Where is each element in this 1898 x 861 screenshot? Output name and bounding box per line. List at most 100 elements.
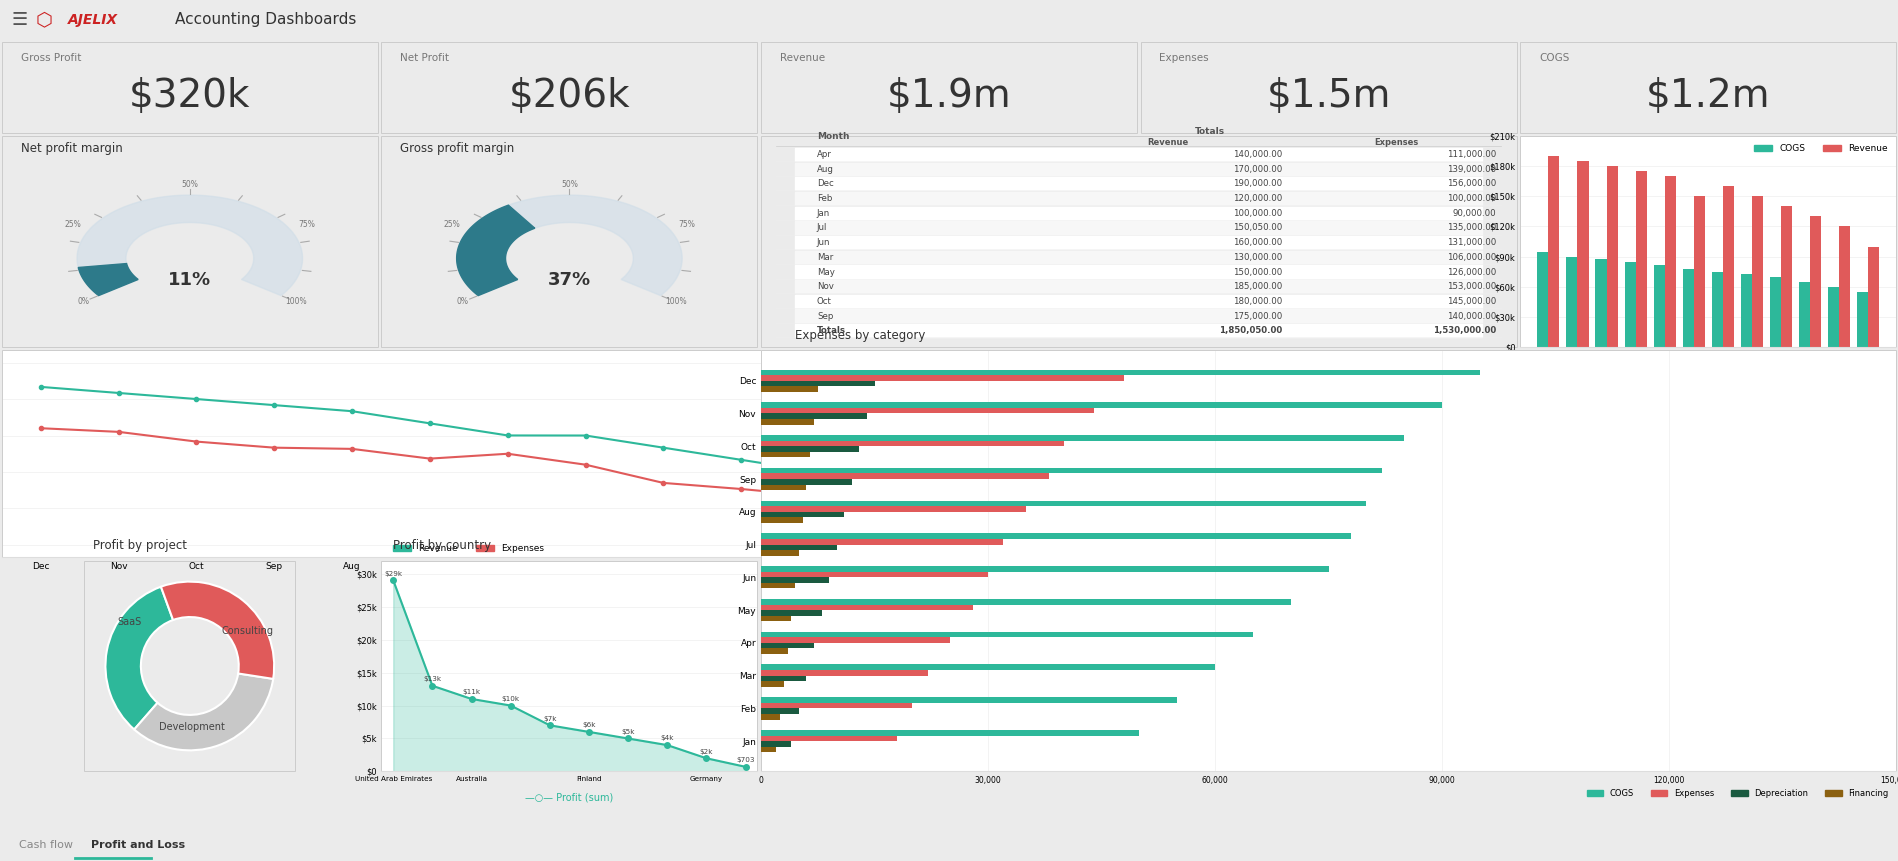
Expenses (262, 443, 285, 453)
Text: 106,000.00: 106,000.00 (1446, 253, 1496, 262)
Text: COGS: COGS (1539, 53, 1570, 63)
Text: Revenue: Revenue (780, 53, 826, 63)
Text: Mar: Mar (816, 253, 833, 262)
Bar (1811, 216, 1820, 347)
Text: Oct: Oct (816, 297, 831, 306)
Text: $29k: $29k (383, 571, 402, 577)
Polygon shape (78, 195, 302, 295)
Bar (761, 648, 788, 654)
Bar (1653, 264, 1665, 347)
Text: AJELIX: AJELIX (68, 13, 118, 27)
Polygon shape (457, 205, 535, 295)
Text: 1,530,000.00: 1,530,000.00 (1433, 326, 1496, 335)
Text: 25%: 25% (444, 220, 461, 229)
Bar (761, 604, 974, 610)
Bar (761, 599, 1291, 604)
Legend: COGS, Expenses, Depreciation, Financing: COGS, Expenses, Depreciation, Financing (1583, 785, 1892, 801)
Bar (761, 511, 845, 517)
Bar (761, 435, 1405, 441)
Revenue (495, 430, 518, 441)
Bar (1665, 177, 1676, 347)
Bar (761, 567, 1329, 572)
Text: Month: Month (816, 133, 850, 141)
Text: $6k: $6k (583, 722, 596, 728)
Text: 170,000.00: 170,000.00 (1232, 164, 1281, 174)
Text: Profit by project: Profit by project (93, 539, 186, 552)
Wedge shape (161, 582, 273, 678)
Bar (761, 413, 867, 419)
Expenses (28, 423, 51, 433)
Revenue (184, 393, 207, 404)
Text: $1.5m: $1.5m (1266, 77, 1391, 115)
Text: 130,000.00: 130,000.00 (1232, 253, 1281, 262)
Text: 156,000.00: 156,000.00 (1446, 179, 1496, 189)
Text: Revenue: Revenue (1146, 138, 1188, 147)
Bar (761, 714, 780, 720)
Bar (761, 387, 818, 392)
Text: 175,000.00: 175,000.00 (1232, 312, 1281, 320)
Text: Dec: Dec (816, 179, 833, 189)
Text: Totals: Totals (816, 326, 847, 335)
Bar (1799, 282, 1811, 347)
Text: Sep: Sep (816, 312, 833, 320)
Text: 190,000.00: 190,000.00 (1232, 179, 1281, 189)
Text: Expenses: Expenses (1374, 138, 1418, 147)
Line: Revenue: Revenue (38, 385, 900, 499)
Expenses (418, 454, 440, 464)
Bar (761, 550, 799, 555)
Bar (1839, 226, 1851, 347)
Bar (1684, 269, 1693, 347)
Text: Development: Development (159, 722, 224, 732)
Text: $206k: $206k (509, 77, 630, 115)
Line: Expenses: Expenses (38, 426, 900, 511)
Revenue (106, 387, 129, 398)
Bar (1740, 274, 1752, 347)
Text: 11%: 11% (169, 271, 211, 289)
Bar (1780, 207, 1792, 347)
Bar (1723, 186, 1733, 347)
Revenue (262, 400, 285, 411)
Text: 75%: 75% (298, 220, 315, 229)
Expenses (807, 491, 829, 501)
Bar (761, 643, 814, 648)
Bar (1566, 257, 1577, 347)
Text: Totals: Totals (1196, 127, 1226, 136)
Bar (761, 676, 807, 681)
Expenses (340, 443, 363, 454)
Text: Expenses by category: Expenses by category (795, 329, 926, 342)
Bar (1769, 276, 1780, 347)
Text: 100%: 100% (285, 297, 307, 307)
Text: Jan: Jan (816, 208, 829, 218)
Bar (761, 703, 913, 709)
Text: $4k: $4k (661, 735, 674, 741)
Bar (761, 485, 807, 490)
Bar (761, 408, 1093, 413)
Bar (761, 517, 803, 523)
Bar (761, 610, 822, 616)
Text: $1.9m: $1.9m (886, 77, 1012, 115)
Text: 50%: 50% (562, 180, 577, 189)
Bar (761, 468, 1382, 474)
Bar (1606, 166, 1617, 347)
Expenses (184, 437, 207, 447)
Text: Net Profit: Net Profit (400, 53, 450, 63)
Text: Aug: Aug (816, 164, 833, 174)
Bar (1596, 258, 1606, 347)
Text: 150,050.00: 150,050.00 (1232, 223, 1281, 232)
Text: 75%: 75% (678, 220, 695, 229)
Revenue (884, 491, 907, 501)
Bar (1828, 287, 1839, 347)
Text: 126,000.00: 126,000.00 (1446, 268, 1496, 276)
Text: Gross Profit: Gross Profit (21, 53, 82, 63)
Bar (761, 474, 1048, 479)
Text: 100,000.00: 100,000.00 (1232, 208, 1281, 218)
Bar (761, 446, 860, 452)
Bar (761, 709, 799, 714)
Text: —○— Profit (sum): —○— Profit (sum) (526, 793, 613, 803)
Bar (1549, 156, 1560, 347)
Bar (761, 632, 1253, 637)
Bar (761, 616, 791, 622)
Text: $1.2m: $1.2m (1646, 77, 1771, 115)
Text: 0%: 0% (78, 297, 89, 307)
Bar (761, 419, 814, 424)
